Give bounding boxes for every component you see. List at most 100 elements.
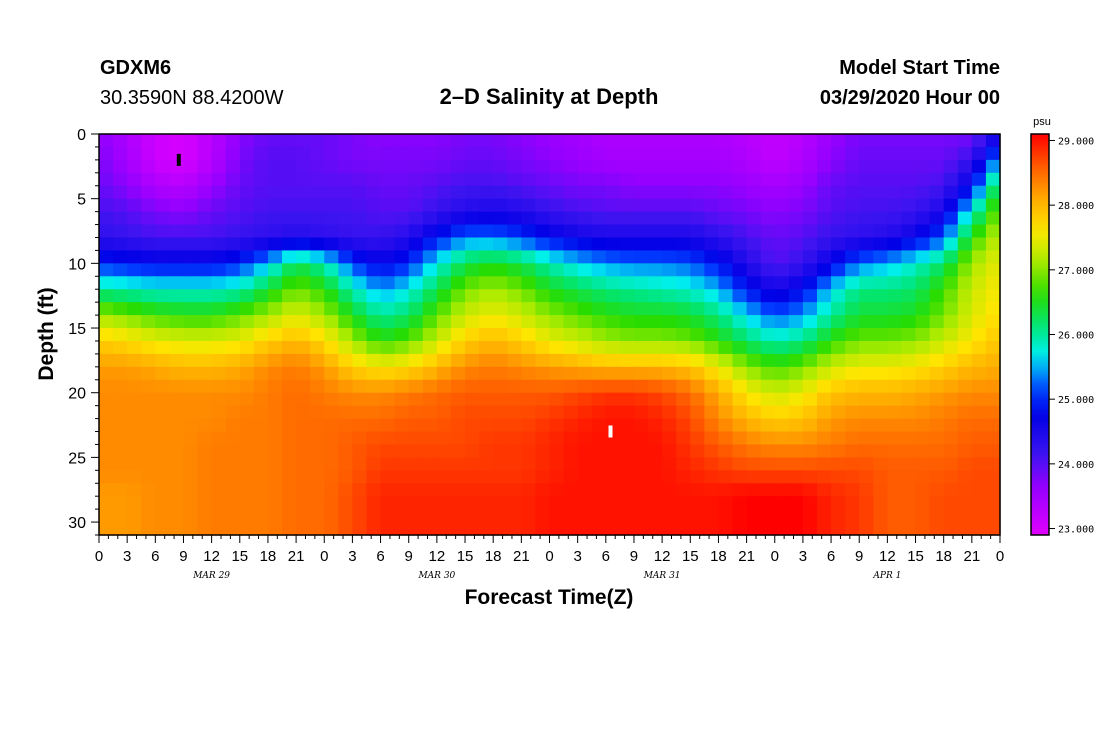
heat-cell [380, 483, 396, 497]
heat-cell [549, 276, 565, 290]
heat-cell [901, 431, 917, 446]
heat-cell [619, 509, 635, 523]
heat-cell [310, 496, 325, 510]
heat-cell [859, 418, 874, 433]
heat-cell [127, 522, 142, 536]
heat-cell [690, 340, 705, 355]
heat-cell [507, 302, 522, 316]
heat-cell [943, 289, 959, 303]
heat-cell [169, 328, 185, 342]
heat-cell [577, 457, 593, 471]
heat-cell [605, 418, 621, 433]
heat-cell [690, 353, 705, 368]
y-tick-label: 20 [68, 386, 86, 403]
heat-cell [760, 457, 776, 471]
heat-cell [943, 392, 959, 407]
heat-cell [211, 134, 227, 148]
heat-cell [535, 302, 551, 316]
heat-cell [436, 353, 452, 368]
heat-cell [197, 509, 213, 523]
heat-cell [535, 263, 551, 277]
heat-cell [155, 444, 170, 458]
heat-cell [676, 496, 691, 510]
day-label: MAR 30 [417, 571, 455, 581]
heat-cell [239, 302, 255, 316]
heat-cell [408, 470, 424, 484]
heat-cell [971, 418, 987, 433]
heat-cell [141, 172, 156, 187]
heat-cell [352, 418, 368, 433]
heat-cell [633, 431, 649, 446]
heat-cell [662, 405, 677, 420]
heat-cell [183, 496, 199, 510]
heat-cell [887, 457, 903, 471]
heat-cell [831, 276, 846, 290]
heat-cell [183, 431, 199, 446]
heat-cell [296, 289, 311, 303]
heat-cell [366, 379, 382, 394]
heat-cell [985, 263, 1001, 277]
heat-cell [957, 134, 973, 148]
heat-cell [211, 172, 227, 187]
heat-cell [267, 134, 283, 148]
heat-cell [873, 496, 888, 510]
heat-cell [324, 302, 339, 316]
heat-cell [253, 353, 269, 368]
heat-cell [338, 392, 354, 407]
heat-cell [985, 302, 1001, 316]
heat-cell [971, 470, 987, 484]
heat-cell [296, 134, 311, 148]
heat-cell [676, 289, 691, 303]
heat-cell [985, 224, 1001, 239]
heat-cell [591, 470, 607, 484]
heat-cell [929, 237, 945, 252]
heat-cell [563, 405, 579, 420]
heat-cell [887, 237, 903, 252]
heat-cell [704, 198, 720, 213]
heat-cell [282, 159, 297, 174]
heat-cell [985, 353, 1001, 368]
heat-cell [253, 134, 269, 148]
heat-cell [183, 302, 199, 316]
heat-cell [408, 276, 424, 290]
heat-cell [802, 431, 818, 446]
heat-cell [479, 134, 494, 148]
heat-cell [704, 366, 720, 381]
heat-cell [197, 172, 213, 187]
station-id: GDXM6 [100, 57, 172, 79]
heat-cell [141, 340, 156, 355]
heat-cell [746, 198, 762, 213]
heat-cell [450, 418, 466, 433]
heat-cell [943, 353, 959, 368]
heat-cell [507, 444, 522, 458]
heat-cell [310, 198, 325, 213]
heat-cell [662, 522, 677, 536]
heat-cell [155, 353, 170, 368]
heat-cell [479, 444, 494, 458]
heat-cell [985, 470, 1001, 484]
heat-cell [352, 470, 368, 484]
heat-cell [859, 405, 874, 420]
heat-cell [366, 392, 382, 407]
heat-cell [662, 509, 677, 523]
heat-cell [155, 483, 170, 497]
heat-cell [507, 470, 522, 484]
heat-cell [169, 289, 185, 303]
heat-cell [802, 198, 818, 213]
heat-cell [197, 146, 213, 161]
heat-cell [479, 263, 494, 277]
heat-cell [802, 418, 818, 433]
heat-cell [943, 405, 959, 420]
heat-cell [141, 276, 156, 290]
heat-cell [465, 483, 480, 497]
heat-cell [211, 366, 227, 381]
heat-cell [324, 509, 339, 523]
heat-cell [915, 328, 931, 342]
heat-cell [859, 172, 874, 187]
heat-cell [915, 134, 931, 148]
heat-cell [873, 444, 888, 458]
heat-cell [619, 392, 635, 407]
heat-cell [141, 353, 156, 368]
heat-cell [310, 366, 325, 381]
heat-cell [816, 353, 832, 368]
